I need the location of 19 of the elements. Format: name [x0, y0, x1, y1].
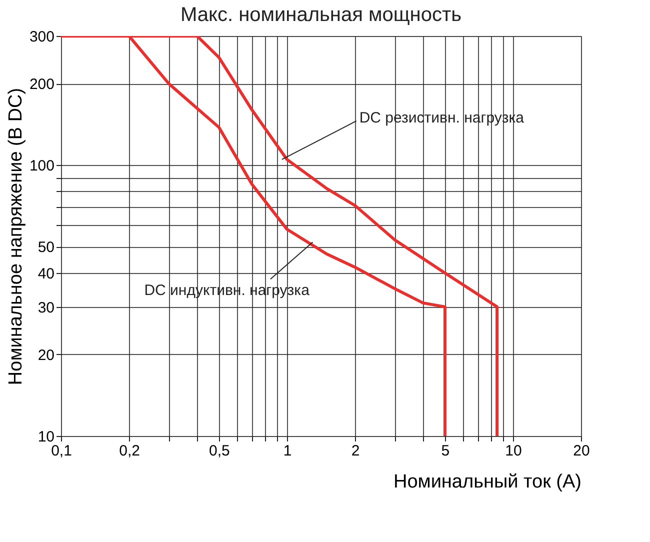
- y-tick-label: 100: [29, 158, 54, 175]
- x-tick-label: 5: [441, 442, 450, 460]
- x-tick-label: 0,5: [209, 442, 230, 460]
- x-tick-label: 10: [505, 442, 522, 460]
- y-tick-label: 30: [38, 299, 54, 316]
- x-axis-title: Номинальный ток (А): [393, 472, 582, 492]
- x-tick-label: 0,1: [51, 442, 72, 460]
- y-tick-label: 300: [29, 28, 54, 46]
- y-tick-label: 200: [29, 76, 54, 94]
- x-tick-label: 20: [573, 442, 590, 460]
- chart-title: Макс. номинальная мощность: [180, 4, 462, 26]
- y-tick-label: 10: [38, 428, 54, 446]
- y-tick-label: 40: [38, 265, 54, 282]
- y-axis-title: Номинальное напряжение (В DC): [5, 88, 26, 386]
- x-tick-label: 2: [351, 442, 360, 460]
- y-tick-label: 50: [38, 239, 54, 256]
- y-tick-label: 20: [38, 346, 54, 364]
- x-tick-label: 1: [283, 442, 292, 460]
- x-tick-label: 0,2: [119, 442, 140, 460]
